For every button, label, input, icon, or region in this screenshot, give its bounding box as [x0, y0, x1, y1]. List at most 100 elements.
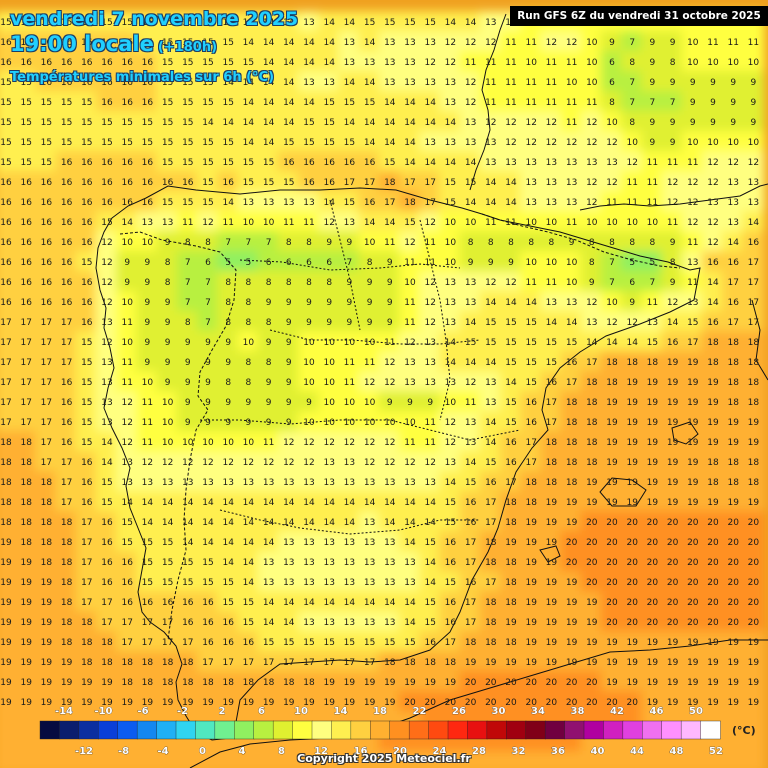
- temperature-cell: [520, 511, 543, 533]
- temperature-cell: [176, 291, 199, 313]
- temperature-cell: [621, 291, 644, 313]
- temperature-cell: [156, 271, 179, 293]
- temperature-value: 8: [286, 278, 292, 288]
- temperature-value: 20: [748, 518, 760, 528]
- temperature-value: 15: [182, 558, 193, 568]
- temperature-cell: [661, 491, 684, 513]
- temperature-value: 9: [266, 398, 272, 408]
- temperature-value: 14: [303, 38, 315, 48]
- temperature-cell: [661, 451, 684, 473]
- temperature-cell: [560, 371, 583, 393]
- temperature-value: 19: [606, 658, 618, 668]
- temperature-value: 16: [121, 178, 133, 188]
- temperature-cell: [176, 151, 199, 173]
- temperature-value: 20: [465, 678, 477, 688]
- temperature-cell: [136, 591, 159, 613]
- temperature-cell: [681, 551, 704, 573]
- temperature-cell: [499, 691, 523, 713]
- temperature-value: 19: [707, 678, 719, 688]
- temperature-cell: [580, 611, 603, 633]
- temperature-cell: [297, 251, 321, 273]
- temperature-cell: [196, 151, 220, 173]
- temperature-value: 15: [41, 98, 52, 108]
- temperature-cell: [701, 71, 725, 93]
- temperature-cell: [398, 151, 422, 173]
- temperature-value: 18: [505, 498, 517, 508]
- temperature-cell: [439, 211, 462, 233]
- temperature-cell: [297, 551, 321, 573]
- temperature-cell: [35, 131, 58, 153]
- temperature-cell: [621, 231, 644, 253]
- temperature-value: 12: [263, 458, 274, 468]
- temperature-cell: [378, 231, 401, 253]
- temperature-value: 10: [566, 78, 578, 88]
- balearic-island: [671, 421, 699, 445]
- temperature-cell: [580, 491, 603, 513]
- temperature-value: 16: [61, 238, 73, 248]
- temperature-value: 9: [690, 78, 696, 88]
- temperature-cell: [419, 31, 442, 53]
- temperature-value: 19: [546, 518, 558, 528]
- temperature-value: 7: [609, 258, 615, 268]
- temperature-value: 15: [142, 578, 153, 588]
- temperature-cell: [419, 331, 442, 353]
- temperature-value: 10: [404, 278, 416, 288]
- temperature-cell: [701, 251, 725, 273]
- temperature-value: 19: [525, 538, 537, 548]
- temperature-cell: [742, 91, 765, 113]
- temperature-value: 20: [525, 698, 537, 708]
- temperature-cell: [661, 531, 684, 553]
- temperature-cell: [459, 611, 482, 633]
- temperature-cell: [55, 251, 78, 273]
- temperature-cell: [580, 291, 603, 313]
- temperature-value: 10: [303, 358, 315, 368]
- temperature-cell: [398, 251, 422, 273]
- temperature-cell: [701, 231, 725, 253]
- temperature-cell: [641, 571, 664, 593]
- temperature-cell: [35, 311, 58, 333]
- temperature-value: 12: [364, 378, 375, 388]
- temperature-value: 14: [263, 38, 275, 48]
- temperature-cell: [520, 351, 543, 373]
- temperature-value: 15: [0, 18, 11, 28]
- temperature-cell: [136, 331, 159, 353]
- temperature-value: 16: [101, 58, 113, 68]
- temperature-value: 14: [243, 578, 255, 588]
- temperature-cell: [419, 631, 442, 653]
- temperature-cell: [297, 51, 321, 73]
- temperature-value: 5: [246, 258, 252, 268]
- temperature-value: 12: [303, 438, 314, 448]
- temperature-value: 15: [566, 338, 577, 348]
- temperature-value: 5: [225, 258, 231, 268]
- temperature-value: 16: [465, 578, 477, 588]
- temperature-cell: [55, 551, 78, 573]
- temperature-value: 10: [445, 258, 457, 268]
- temperature-value: 13: [303, 578, 314, 588]
- temperature-cell: [560, 431, 583, 453]
- temperature-value: 20: [404, 698, 416, 708]
- temperature-cell: [641, 91, 664, 113]
- temperature-value: 16: [20, 258, 32, 268]
- temperature-value: 15: [41, 18, 52, 28]
- temperature-cell: [338, 51, 361, 73]
- temperature-value: 15: [101, 118, 112, 128]
- temperature-value: 14: [283, 518, 295, 528]
- temperature-cell: [499, 251, 523, 273]
- temperature-cell: [439, 591, 462, 613]
- temperature-cell: [217, 631, 240, 653]
- temperature-cell: [600, 391, 624, 413]
- temperature-cell: [318, 411, 341, 433]
- temperature-value: 15: [121, 138, 132, 148]
- temperature-value: 11: [465, 58, 476, 68]
- temperature-value: 14: [707, 278, 719, 288]
- temperature-cell: [116, 691, 139, 713]
- temperature-cell: [499, 71, 523, 93]
- temperature-cell: [419, 491, 442, 513]
- temperature-value: 13: [364, 478, 375, 488]
- temperature-value: 19: [626, 418, 638, 428]
- temperature-value: 16: [61, 258, 73, 268]
- temperature-cell: [681, 171, 704, 193]
- temperature-value: 18: [748, 398, 760, 408]
- temperature-value: 16: [61, 438, 73, 448]
- temperature-cell: [156, 291, 179, 313]
